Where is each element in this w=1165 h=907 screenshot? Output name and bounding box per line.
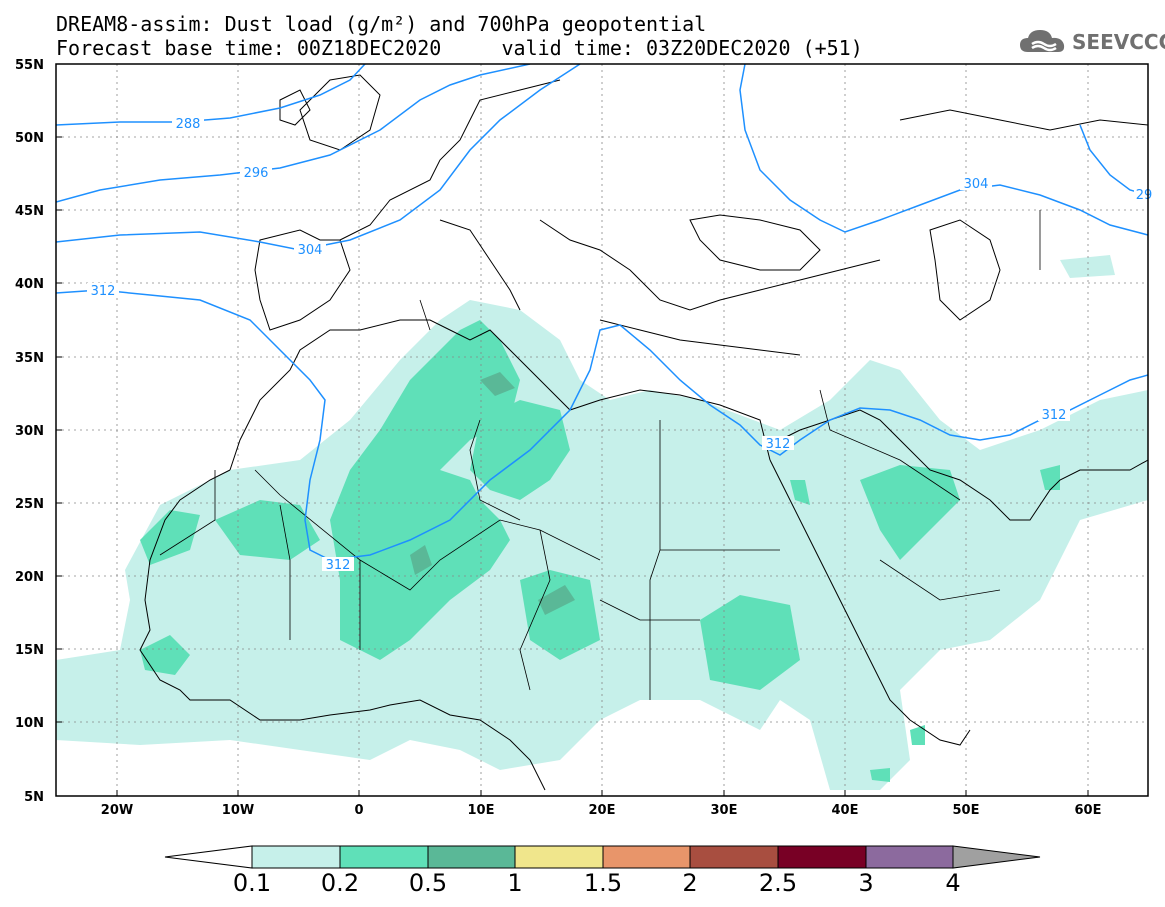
lat-label: 40N <box>15 277 44 292</box>
lat-label: 10N <box>15 716 44 731</box>
graticule <box>56 64 1148 796</box>
lon-label: 20E <box>589 803 616 818</box>
lon-label: 50E <box>953 803 980 818</box>
colorbar-swatch <box>251 845 341 869</box>
lon-label: 0 <box>354 803 363 818</box>
lat-label: 45N <box>15 204 44 219</box>
latitude-labels: 55N 50N 45N 40N 35N 30N 25N 20N 15N 10N … <box>15 58 44 805</box>
lat-label: 55N <box>15 58 44 73</box>
colorbar-swatch <box>865 845 954 869</box>
geopotential-contours <box>56 64 1148 561</box>
lat-label: 50N <box>15 131 44 146</box>
contour-label: 312 <box>91 284 116 299</box>
colorbar-swatch <box>339 845 429 869</box>
colorbar-label: 0.2 <box>320 869 360 897</box>
lat-label: 5N <box>24 790 44 805</box>
colorbar-swatch <box>427 845 516 869</box>
colorbar-swatch <box>602 845 691 869</box>
country-borders <box>159 210 1041 700</box>
contour-label: 312 <box>326 558 351 573</box>
colorbar-label: 3 <box>858 869 874 897</box>
contour-label: 312 <box>1042 408 1067 423</box>
longitude-labels: 20W 10W 0 10E 20E 30E 40E 50E 60E <box>101 803 1102 818</box>
colorbar-label: 2 <box>682 869 698 897</box>
colorbar-label: 0.5 <box>408 869 448 897</box>
lat-label: 25N <box>15 497 44 512</box>
axis-ticks <box>56 63 1089 797</box>
lon-label: 10W <box>222 803 254 818</box>
contour-label: 29 <box>1136 188 1153 203</box>
seevccc-logo: SEEVCCC <box>1018 24 1165 60</box>
logo-text: SEEVCCC <box>1072 30 1165 54</box>
lat-label: 15N <box>15 643 44 658</box>
contour-label-masks <box>87 116 1154 571</box>
colorbar-swatch <box>689 845 779 869</box>
lat-label: 30N <box>15 424 44 439</box>
lat-label: 20N <box>15 570 44 585</box>
colorbar-swatch <box>514 845 604 869</box>
contour-label: 304 <box>298 243 323 258</box>
colorbar-swatch <box>777 845 867 869</box>
colorbar-under-arrow <box>164 845 253 869</box>
colorbar-label: 4 <box>945 869 961 897</box>
contour-label: 288 <box>176 117 201 132</box>
cloud-icon <box>1020 30 1065 52</box>
colorbar-label: 2.5 <box>758 869 798 897</box>
map-title-line-2: Forecast base time: 00Z18DEC2020 valid t… <box>56 36 863 60</box>
colorbar-over-arrow <box>952 845 1041 869</box>
map-title-line-1: DREAM8-assim: Dust load (g/m²) and 700hP… <box>56 12 707 36</box>
contour-label: 304 <box>964 177 989 192</box>
lon-label: 60E <box>1075 803 1102 818</box>
lat-label: 35N <box>15 351 44 366</box>
lon-label: 40E <box>832 803 859 818</box>
contour-label: 296 <box>244 166 269 181</box>
lon-label: 30E <box>711 803 738 818</box>
colorbar <box>164 845 1041 869</box>
lon-label: 10E <box>468 803 495 818</box>
colorbar-label: 1.5 <box>583 869 623 897</box>
coastlines <box>139 74 1148 791</box>
lon-label: 20W <box>101 803 133 818</box>
colorbar-label: 0.1 <box>232 869 272 897</box>
contour-labels: 288 296 304 304 312 312 312 312 29 <box>91 117 1153 573</box>
colorbar-label: 1 <box>507 869 523 897</box>
contour-label: 312 <box>766 437 791 452</box>
